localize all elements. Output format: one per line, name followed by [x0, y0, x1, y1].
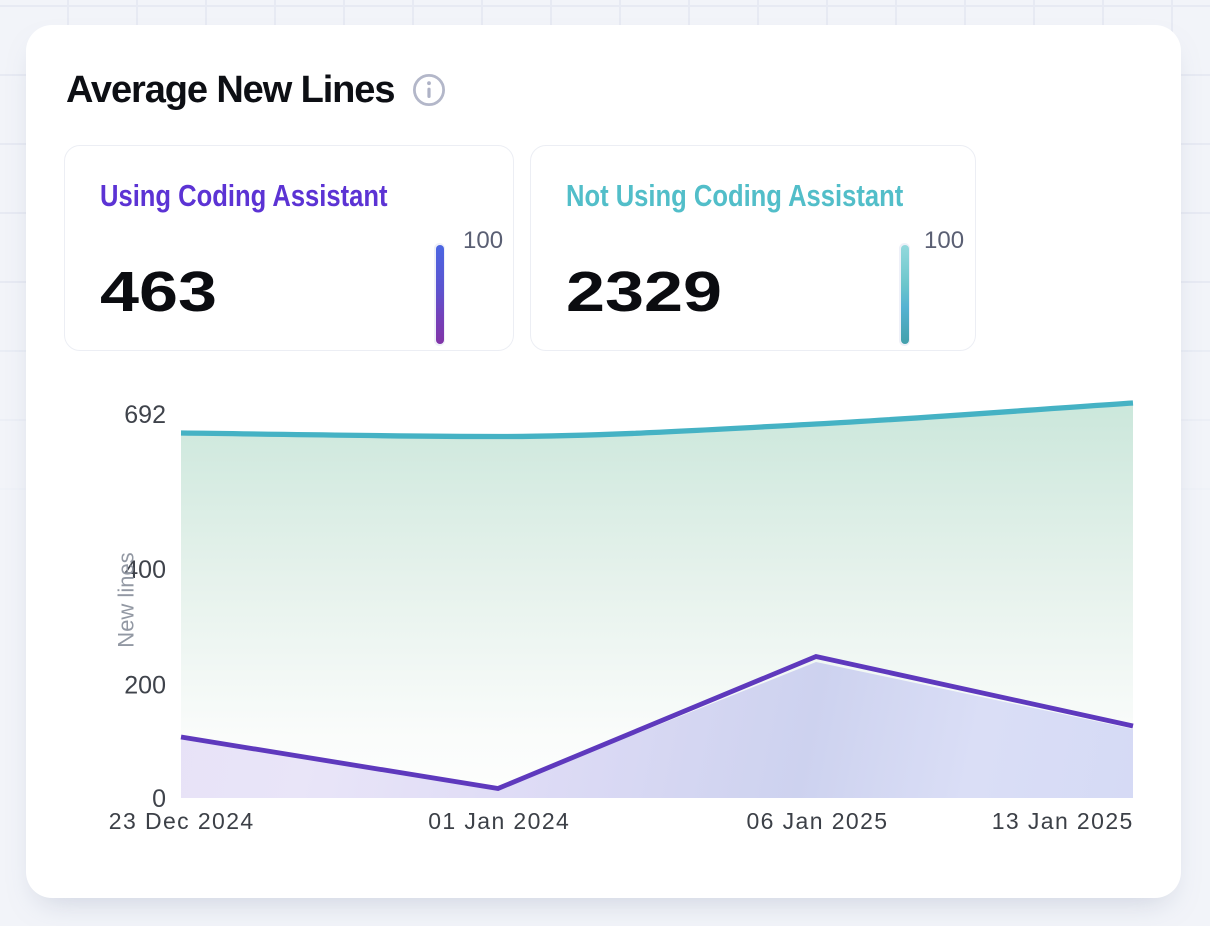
svg-text:0: 0: [152, 785, 166, 813]
svg-text:23 Dec 2024: 23 Dec 2024: [109, 808, 255, 834]
svg-text:13 Jan 2025: 13 Jan 2025: [992, 808, 1134, 834]
svg-text:New lines: New lines: [114, 552, 139, 647]
svg-text:200: 200: [124, 671, 166, 699]
svg-text:400: 400: [124, 556, 166, 584]
svg-text:692: 692: [124, 401, 166, 429]
svg-text:06 Jan 2025: 06 Jan 2025: [746, 808, 888, 834]
svg-text:01 Jan 2024: 01 Jan 2024: [428, 808, 570, 834]
